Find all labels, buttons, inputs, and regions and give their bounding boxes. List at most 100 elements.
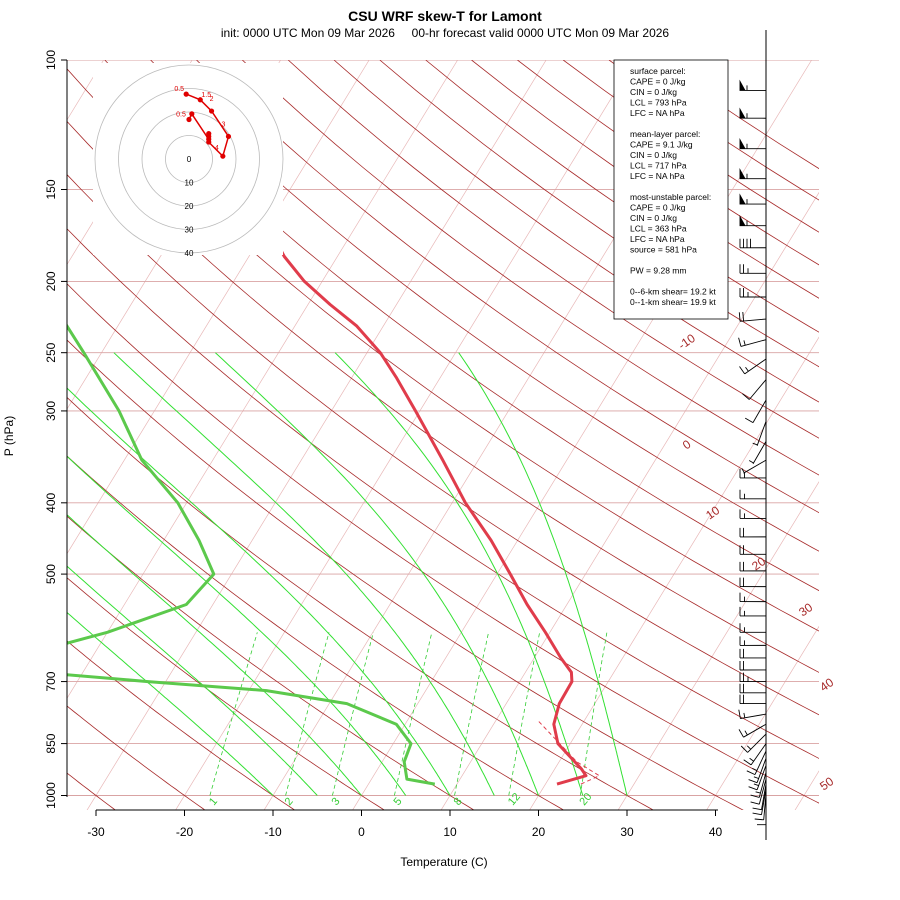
stats-line: 0--6-km shear= 19.2 kt <box>630 287 716 297</box>
wind-barb <box>739 636 767 646</box>
hodograph-point <box>197 97 203 103</box>
mixing-ratio-label: 1 <box>207 796 220 808</box>
wind-barb <box>739 545 767 555</box>
mixing-ratio-label: 2 <box>283 796 296 808</box>
moist-adiabat-line <box>67 387 451 796</box>
wind-barb <box>750 778 767 805</box>
x-axis-title: Temperature (C) <box>400 855 487 869</box>
dry-adiabat-line <box>67 68 819 632</box>
chart-title: CSU WRF skew-T for Lamont <box>348 8 542 24</box>
dry-adiabat-line <box>104 60 819 592</box>
y-tick-label: 1000 <box>44 782 58 809</box>
stats-line: most-unstable parcel: <box>630 192 711 202</box>
dry-adiabat-line <box>333 60 819 403</box>
wind-barb <box>739 214 767 227</box>
wind-barb <box>739 527 767 538</box>
wind-barb <box>739 577 767 588</box>
wind-barb <box>742 379 767 400</box>
dry-adiabat-line <box>67 577 385 810</box>
stats-line: LFC = NA hPa <box>630 108 685 118</box>
stats-line: LCL = 717 hPa <box>630 161 687 171</box>
isotherm-line <box>67 60 370 555</box>
hodograph-ring-label: 40 <box>185 249 194 258</box>
y-tick-label: 150 <box>44 179 58 199</box>
isotherm-line <box>529 336 819 810</box>
wind-barb <box>748 758 767 784</box>
x-tick-label: 30 <box>620 825 634 839</box>
wind-barb <box>752 784 767 811</box>
moist-adiabat-line <box>67 611 274 796</box>
dry-adiabat-line <box>67 515 475 810</box>
hodograph-point-label: 1.5 <box>201 92 211 99</box>
dry-adiabat-line <box>67 174 819 716</box>
hodograph-point-label: 2 <box>210 96 214 103</box>
dry-adiabat-label: 40 <box>817 675 836 694</box>
dry-adiabat-line <box>67 705 206 810</box>
mixing-ratio-label: 5 <box>392 796 405 808</box>
chart-subtitle: init: 0000 UTC Mon 09 Mar 2026 00-hr for… <box>221 26 670 40</box>
hodograph-point <box>206 131 212 137</box>
y-tick-label: 100 <box>44 50 58 70</box>
y-tick-label: 700 <box>44 671 58 691</box>
axes: Temperature (C) P (hPa) 1001502002503004… <box>2 50 722 869</box>
stats-line: LCL = 363 hPa <box>630 224 687 234</box>
wind-barb <box>739 79 767 91</box>
isotherm-line <box>175 60 635 810</box>
stats-line: CIN = 0 J/kg <box>630 87 677 97</box>
x-tick-label: 0 <box>358 825 365 839</box>
dry-adiabat-line <box>242 60 819 476</box>
hodograph: 0 10 20 30 40 0.5 1.52 3 4 0.5 <box>93 63 284 258</box>
dry-adiabat-label: 50 <box>817 774 836 793</box>
wind-barb <box>739 489 767 500</box>
stats-line: CIN = 0 J/kg <box>630 213 677 223</box>
wind-barb <box>750 772 767 798</box>
wind-barb <box>739 137 767 150</box>
moist-adiabat-line <box>113 352 495 796</box>
hodograph-ring-label: 10 <box>185 179 194 188</box>
wind-barb <box>739 648 767 659</box>
stats-line: CAPE = 0 J/kg <box>630 203 686 213</box>
mixing-ratio-label: 12 <box>506 791 523 808</box>
wind-barb <box>739 672 767 683</box>
wind-barb <box>743 743 767 766</box>
stats-line: 0--1-km shear= 19.9 kt <box>630 297 716 307</box>
hodograph-ring <box>165 135 213 183</box>
mixing-ratio-line <box>209 632 258 796</box>
moist-adiabat-line <box>215 352 539 796</box>
hodograph-point <box>220 153 226 159</box>
wind-barb <box>739 107 767 119</box>
stats-line: CAPE = 9.1 J/kg <box>630 140 693 150</box>
stats-line: source = 581 hPa <box>630 245 697 255</box>
x-tick-label: 40 <box>709 825 723 839</box>
dry-adiabat-line <box>379 60 819 368</box>
wind-barb <box>752 421 767 446</box>
wind-barb <box>739 623 767 633</box>
wind-barb <box>739 238 767 249</box>
mixing-ratio-label: 3 <box>330 796 343 808</box>
hodograph-point <box>189 111 195 117</box>
wind-barb <box>739 167 767 180</box>
isotherm-line <box>67 60 458 699</box>
dry-adiabat-label: 30 <box>796 600 815 619</box>
hodograph-point <box>225 133 232 140</box>
mixing-ratio-line <box>394 632 433 796</box>
hodograph-ring-label: 0 <box>187 155 192 164</box>
wind-barb <box>738 337 767 347</box>
mixing-ratio-line <box>508 632 541 796</box>
stats-line: CAPE = 0 J/kg <box>630 77 686 87</box>
isotherm-line <box>617 481 819 810</box>
y-tick-label: 850 <box>44 733 58 753</box>
dry-adiabat-line <box>287 60 819 439</box>
hodograph-point <box>183 91 189 97</box>
hodograph-ring <box>141 111 237 207</box>
stats-line: mean-layer parcel: <box>630 129 700 139</box>
dry-adiabat-line <box>67 283 819 804</box>
wind-barb <box>748 441 767 465</box>
wind-barb <box>739 468 767 479</box>
x-tick-label: -20 <box>176 825 194 839</box>
dry-adiabat-line <box>67 120 819 673</box>
wind-barb <box>739 661 767 671</box>
